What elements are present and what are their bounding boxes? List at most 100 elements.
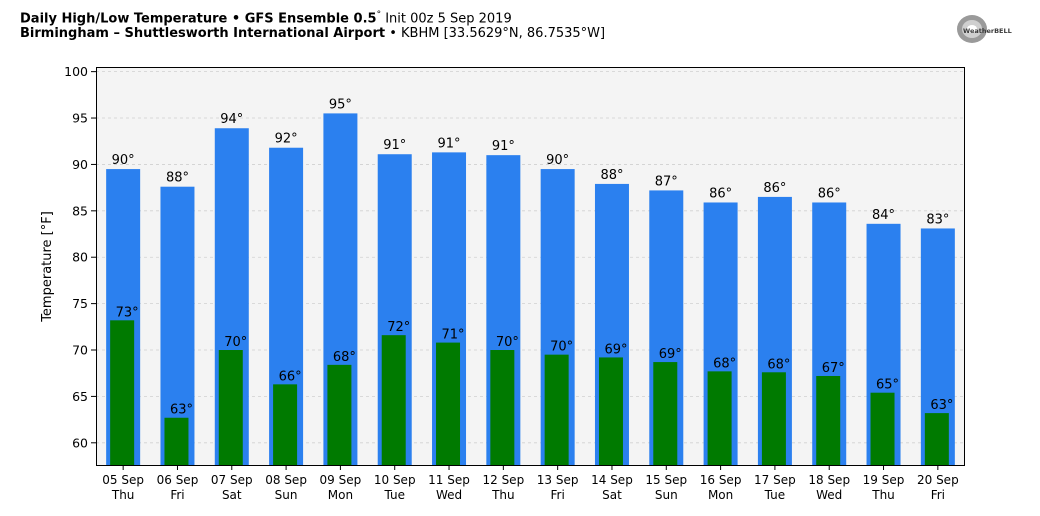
low-temp-bar: [218, 350, 243, 466]
x-tick-date: 11 Sep: [428, 473, 470, 487]
x-tick-date: 14 Sep: [591, 473, 633, 487]
x-tick-weekday: Sat: [222, 488, 242, 502]
low-temp-bar: [761, 372, 786, 466]
high-temp-label: 84°: [872, 208, 895, 223]
low-temp-label: 66°: [279, 369, 302, 384]
y-tick-label: 100: [64, 64, 88, 79]
x-tick-date: 09 Sep: [320, 473, 362, 487]
bars: 90° 73° 88° 63° 94° 70° 92° 66° 95° 68° 91° 72° 91° 7…: [106, 97, 955, 467]
low-temp-bar: [924, 413, 949, 466]
x-tick-date: 06 Sep: [157, 473, 199, 487]
low-temp-label: 67°: [822, 361, 845, 376]
low-temp-label: 70°: [496, 335, 519, 350]
x-tick-date: 15 Sep: [645, 473, 687, 487]
low-temp-bar: [110, 320, 135, 466]
plot-frame: [96, 67, 965, 466]
x-tick-weekday: Sun: [275, 488, 298, 502]
chart-header: Daily High/Low Temperature • GFS Ensembl…: [20, 8, 605, 41]
x-tick-weekday: Mon: [328, 488, 353, 502]
x-tick-weekday: Fri: [931, 488, 945, 502]
high-temp-label: 95°: [329, 97, 352, 112]
high-temp-label: 88°: [600, 168, 623, 183]
y-tick-label: 70: [72, 343, 88, 358]
x-tick-weekday: Sat: [602, 488, 622, 502]
x-tick-weekday: Tue: [764, 488, 786, 502]
x-tick-weekday: Thu: [871, 488, 895, 502]
x-tick-date: 10 Sep: [374, 473, 416, 487]
chart-subtitle: Birmingham – Shuttlesworth International…: [20, 26, 606, 42]
high-temp-label: 91°: [492, 139, 515, 154]
low-temp-label: 70°: [224, 335, 247, 350]
x-tick-weekday: Mon: [708, 488, 733, 502]
x-tick-date: 08 Sep: [265, 473, 307, 487]
high-temp-label: 86°: [763, 181, 786, 196]
x-tick-date: 07 Sep: [211, 473, 253, 487]
x-tick-date: 19 Sep: [863, 473, 905, 487]
low-temp-label: 63°: [170, 403, 193, 418]
x-tick-weekday: Thu: [111, 488, 135, 502]
low-temp-label: 70°: [550, 340, 573, 355]
x-tick-date: 13 Sep: [537, 473, 579, 487]
x-tick-weekday: Wed: [816, 488, 842, 502]
x-tick-weekday: Fri: [551, 488, 565, 502]
low-temp-bar: [870, 392, 895, 466]
high-temp-label: 86°: [709, 186, 732, 201]
high-temp-label: 92°: [275, 132, 298, 147]
low-temp-bar: [598, 357, 623, 466]
low-temp-label: 69°: [604, 342, 627, 357]
low-temp-label: 68°: [713, 356, 736, 371]
low-temp-bar: [653, 362, 678, 466]
low-temp-label: 72°: [387, 320, 410, 335]
low-temp-bar: [544, 354, 569, 466]
x-tick-weekday: Wed: [436, 488, 462, 502]
low-temp-label: 69°: [659, 347, 682, 362]
low-temp-bar: [490, 350, 515, 466]
y-tick-label: 60: [72, 435, 88, 450]
low-temp-bar: [707, 371, 732, 466]
high-temp-label: 88°: [166, 171, 189, 186]
x-tick-date: 18 Sep: [808, 473, 850, 487]
high-temp-label: 90°: [546, 153, 569, 168]
x-tick-weekday: Tue: [383, 488, 405, 502]
high-temp-label: 91°: [383, 138, 406, 153]
high-temp-label: 86°: [818, 186, 841, 201]
x-tick-date: 17 Sep: [754, 473, 796, 487]
x-tick-date: 05 Sep: [102, 473, 144, 487]
high-temp-label: 87°: [655, 174, 678, 189]
y-tick-label: 65: [72, 389, 88, 404]
y-tick-label: 75: [72, 296, 88, 311]
high-temp-label: 83°: [926, 212, 949, 227]
low-temp-label: 65°: [876, 378, 899, 393]
chart-title: Daily High/Low Temperature • GFS Ensembl…: [20, 10, 512, 27]
low-temp-label: 63°: [930, 398, 953, 413]
high-temp-label: 90°: [112, 153, 135, 168]
low-temp-label: 68°: [333, 350, 356, 365]
y-tick-label: 95: [72, 111, 88, 126]
y-tick-label: 85: [72, 203, 88, 218]
x-tick-date: 20 Sep: [917, 473, 959, 487]
low-temp-bar: [327, 364, 352, 466]
y-axis: 60 65 70 75 80 85 90 95 100: [64, 64, 96, 450]
high-temp-label: 94°: [220, 112, 243, 127]
x-tick-weekday: Fri: [170, 488, 184, 502]
low-temp-label: 73°: [116, 305, 139, 320]
low-temp-bar: [273, 384, 298, 466]
y-tick-label: 90: [72, 157, 88, 172]
svg-text:WeatherBELL: WeatherBELL: [963, 27, 1012, 35]
low-temp-bar: [436, 342, 461, 466]
x-tick-date: 16 Sep: [700, 473, 742, 487]
low-temp-label: 71°: [442, 328, 465, 343]
high-temp-label: 91°: [438, 136, 461, 151]
weatherbell-logo: WeatherBELL: [955, 12, 1019, 48]
x-tick-date: 12 Sep: [482, 473, 524, 487]
x-tick-weekday: Sun: [655, 488, 678, 502]
x-tick-weekday: Thu: [491, 488, 515, 502]
low-temp-bar: [164, 417, 189, 466]
y-axis-label: Temperature [°F]: [40, 211, 55, 323]
y-tick-label: 80: [72, 250, 88, 265]
low-temp-bar: [816, 375, 841, 466]
low-temp-bar: [381, 335, 406, 466]
low-temp-label: 68°: [767, 357, 790, 372]
